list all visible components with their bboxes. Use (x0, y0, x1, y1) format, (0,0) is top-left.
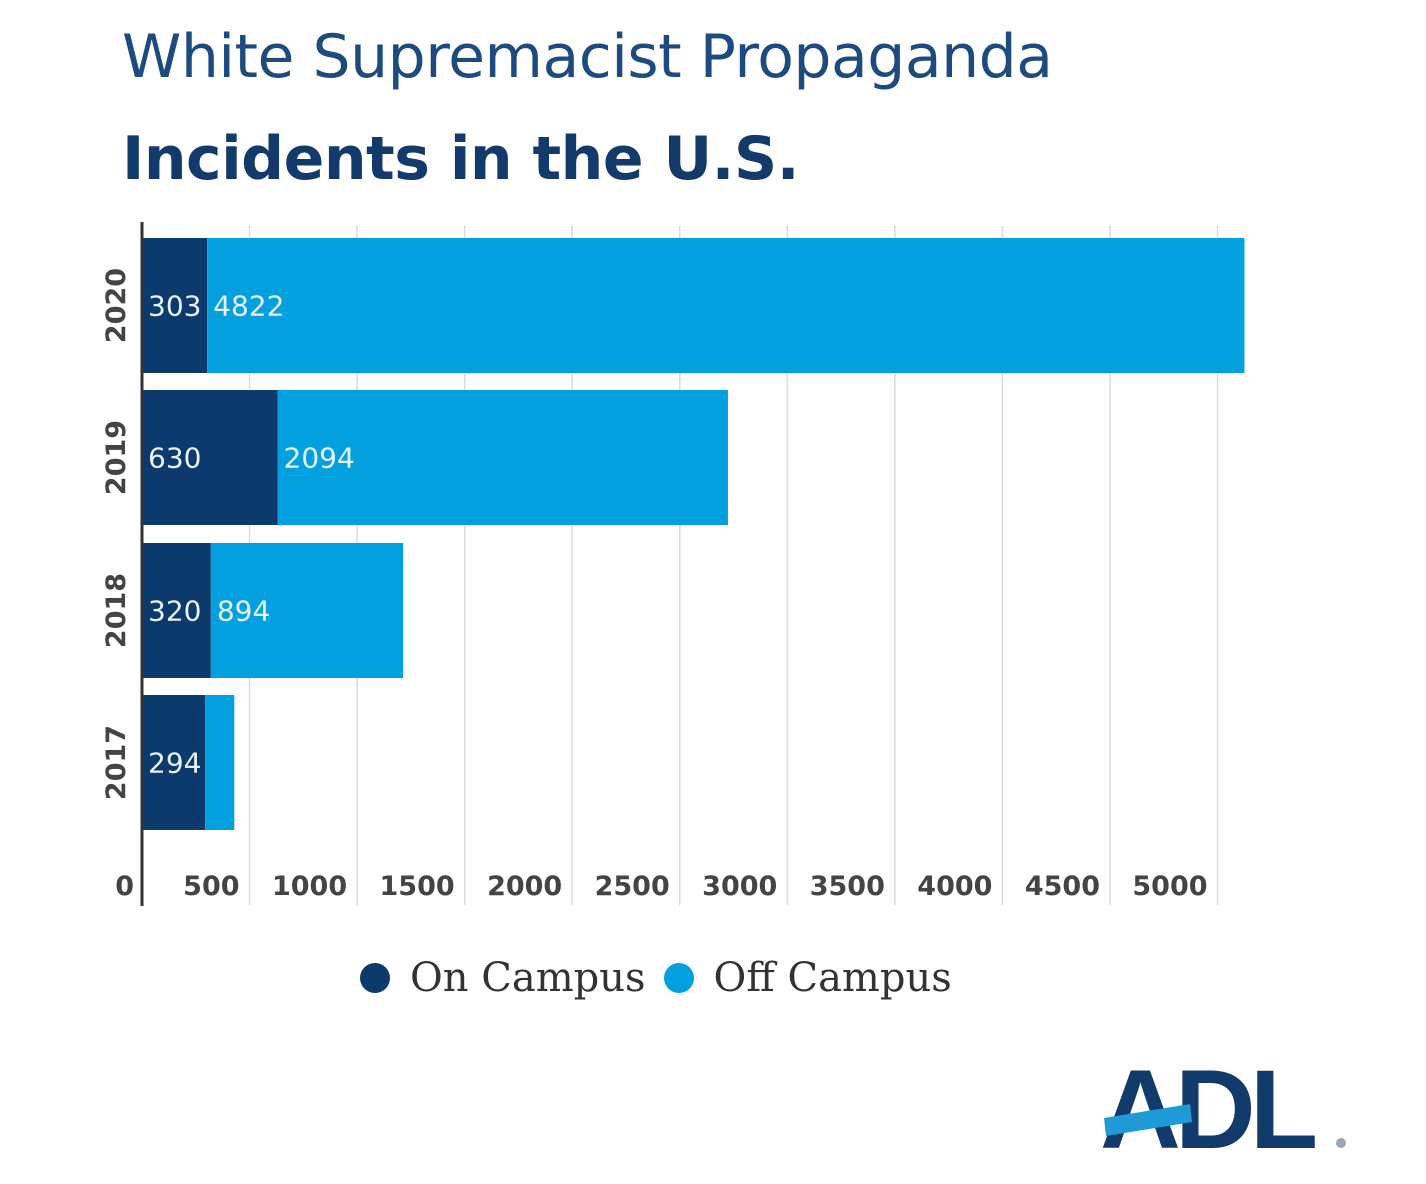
legend-label-on-campus: On Campus (410, 955, 646, 1001)
data-label: 630 (148, 442, 201, 475)
legend-label-off-campus: Off Campus (713, 955, 952, 1001)
bar-chart: 0 500 1000 1500 2000 2500 3000 3500 4000 4500 5000… (101, 222, 1245, 906)
data-label: 4822 (213, 290, 284, 323)
bar-on-campus-2018 (142, 543, 211, 678)
adl-logo: ADL (1100, 1060, 1346, 1160)
legend: On Campus Off Campus (360, 955, 970, 1001)
legend-swatch-on-campus (360, 963, 390, 993)
y-tick-label: 2019 (101, 420, 132, 495)
legend-item-on-campus: On Campus (360, 955, 646, 1001)
bar-off-campus-2020 (207, 238, 1245, 373)
x-tick-label: 4000 (917, 871, 992, 902)
x-tick-label: 2500 (595, 871, 670, 902)
chart-title-line1: White Supremacist Propaganda (122, 22, 1053, 92)
bar-on-campus-2020 (142, 238, 208, 373)
x-tick-label: 3000 (702, 871, 777, 902)
x-tick-label: 0 (115, 871, 134, 902)
data-label: 320 (148, 595, 201, 628)
chart-title-line2: Incidents in the U.S. (122, 124, 799, 194)
bar-off-campus-2019 (277, 390, 728, 525)
svg-text:ADL: ADL (1100, 1060, 1315, 1160)
legend-swatch-off-campus (663, 963, 694, 993)
x-tick-label: 1000 (272, 871, 347, 902)
bar-on-campus-2019 (142, 390, 278, 525)
y-tick-label: 2018 (101, 573, 132, 648)
data-label: 2094 (284, 442, 355, 475)
data-label: 894 (217, 595, 270, 628)
x-tick-label: 1500 (380, 871, 455, 902)
x-tick-label: 3500 (810, 871, 885, 902)
bar-off-campus-2018 (210, 543, 404, 678)
y-tick-label: 2017 (101, 725, 132, 800)
data-label: 294 (148, 747, 201, 780)
legend-item-off-campus: Off Campus (663, 955, 952, 1001)
x-tick-label: 500 (183, 871, 239, 902)
bar-on-campus-2017 (142, 695, 206, 830)
data-label: 303 (148, 290, 201, 323)
x-tick-label: 2000 (487, 871, 562, 902)
x-tick-label: 5000 (1132, 871, 1207, 902)
bar-off-campus-2017 (205, 695, 235, 830)
x-tick-label: 4500 (1025, 871, 1100, 902)
y-tick-label: 2020 (101, 268, 132, 343)
